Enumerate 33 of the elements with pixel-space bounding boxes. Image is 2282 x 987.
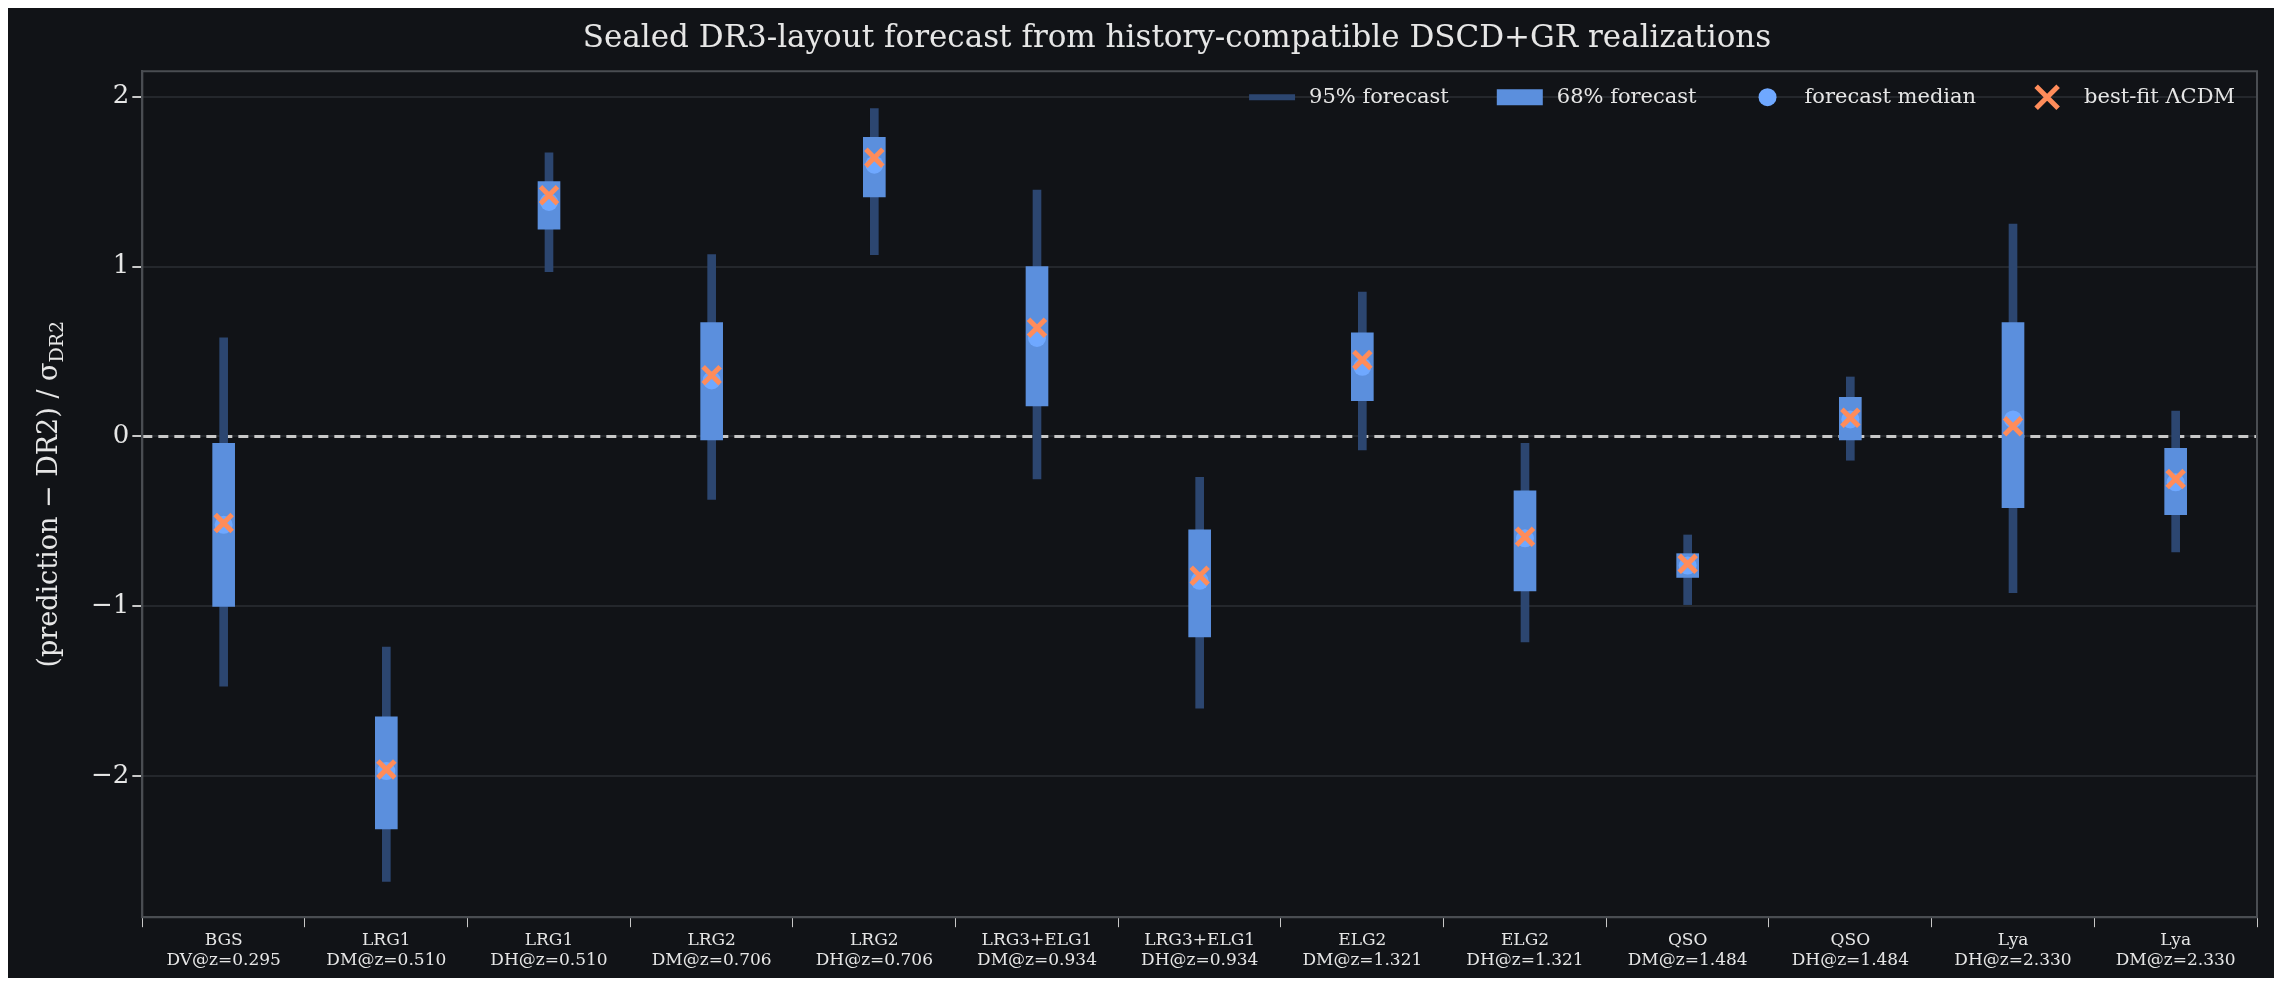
x-tick-label: ELG2 DH@z=1.321 [1466,928,1584,970]
y-tick-label: 1 [112,249,130,280]
x-tick-label: LRG2 DM@z=0.706 [651,928,772,970]
x-tick-label: ELG2 DM@z=1.321 [1302,928,1423,970]
x-tick-label: BGS DV@z=0.295 [166,928,281,970]
x-tick-label: Lya DM@z=2.330 [2115,928,2236,970]
x-tick-label: LRG2 DH@z=0.706 [815,928,933,970]
y-tick-label: −1 [91,589,130,620]
x-tick-label: LRG1 DM@z=0.510 [326,928,447,970]
y-tick-label: 0 [112,419,130,450]
point [2002,415,2024,438]
x-tick-label: Lya DH@z=2.330 [1954,928,2072,970]
x-tick-label: LRG3+ELG1 DM@z=0.934 [977,928,1097,970]
x-tick-label: QSO DM@z=1.484 [1627,928,1748,970]
point [1026,316,1048,339]
y-tick-label: −2 [91,758,130,789]
x-tick-label: QSO DH@z=1.484 [1791,928,1909,970]
bar [212,442,235,607]
legend-label: best-fit ΛCDM [2084,83,2236,108]
point [1188,564,1211,587]
point [700,364,723,387]
point [863,146,886,169]
legend-label: 68% forecast [1556,83,1698,108]
point [1351,349,1374,371]
chart-title: Sealed DR3-layout forecast from history-compatible DSCD+GR realizations [582,17,1772,54]
legend-label: 95% forecast [1309,83,1450,108]
x-tick-label: LRG1 DH@z=0.510 [490,928,608,970]
point [2164,467,2187,490]
y-axis-title: (prediction − DR2) / σDR2 [32,320,67,668]
x-tick-label: LRG3+ELG1 DH@z=0.934 [1141,928,1259,970]
bar [2001,322,2025,509]
legend-label: forecast median [1804,83,1977,108]
y-tick-label: 2 [112,79,130,110]
